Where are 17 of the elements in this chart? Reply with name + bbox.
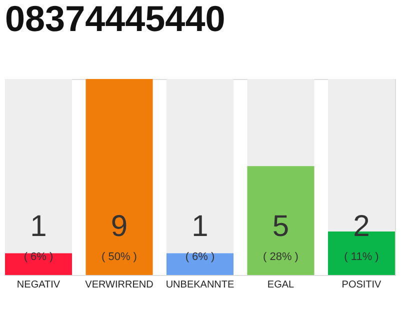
x-tick-label: VERWIRREND — [85, 280, 154, 290]
x-tick-label: UNBEKANNTE — [166, 280, 234, 290]
bar — [166, 253, 234, 275]
data-label: 9 — [110, 210, 128, 243]
chart-title: 08374445440 — [5, 0, 226, 39]
x-tick-label: EGAL — [267, 280, 295, 290]
data-label: 5 — [272, 210, 290, 243]
data-label: 1 — [30, 210, 47, 243]
annotation: ( 11% ) — [344, 251, 379, 263]
annotation: ( 28% ) — [263, 251, 298, 263]
annotation: ( 6% ) — [24, 251, 54, 263]
annotation: ( 6% ) — [185, 251, 215, 263]
data-label: 1 — [192, 210, 208, 243]
annotation: ( 50% ) — [102, 251, 137, 263]
bar — [5, 253, 72, 275]
x-tick-label: POSITIV — [342, 280, 382, 290]
x-tick-label: NEGATIV — [16, 280, 60, 290]
